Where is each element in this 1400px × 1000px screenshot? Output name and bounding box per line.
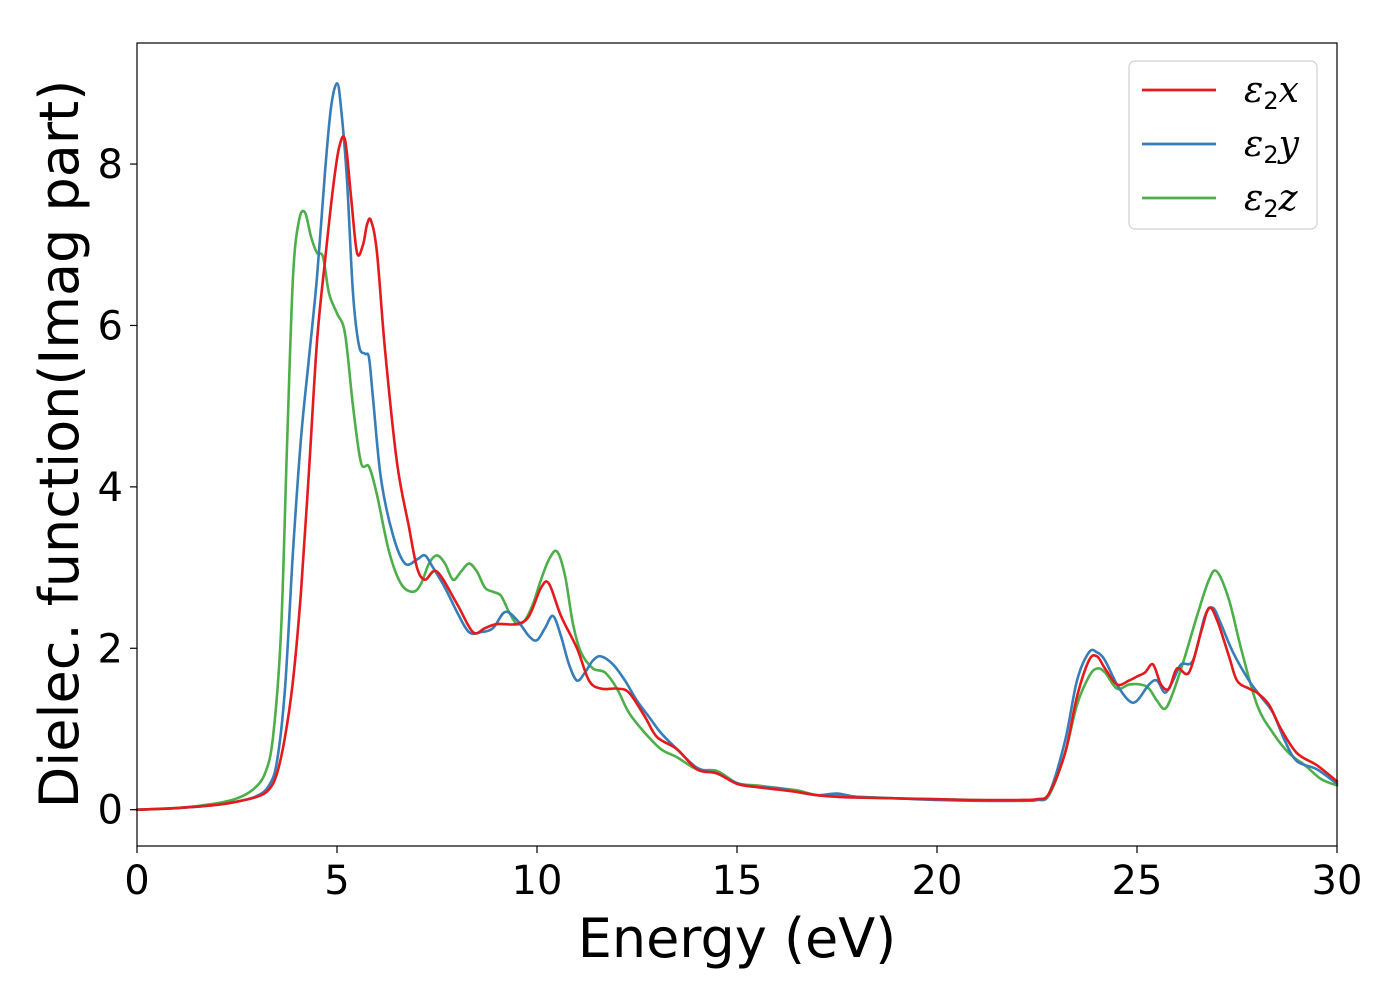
y-tick-label: 4 <box>98 465 123 511</box>
x-tick-label: 15 <box>712 858 763 904</box>
legend-label-z: ε2z <box>1244 178 1299 223</box>
legend-box <box>1128 60 1318 230</box>
x-axis-title: Energy (eV) <box>578 907 897 970</box>
y-tick-label: 2 <box>98 626 123 672</box>
x-tick-label: 0 <box>124 858 149 904</box>
x-tick-label: 20 <box>912 858 963 904</box>
x-tick-label: 30 <box>1312 858 1363 904</box>
y-tick-label: 6 <box>98 303 123 349</box>
series-line-y <box>135 82 1339 811</box>
legend: ε2x ε2y ε2z <box>1128 60 1318 230</box>
series-line-z <box>135 209 1339 811</box>
y-tick-label: 0 <box>98 788 123 834</box>
series-layer <box>135 82 1339 811</box>
y-tick-label: 8 <box>98 142 123 188</box>
x-tick-label: 5 <box>324 858 349 904</box>
x-tick-label: 25 <box>1112 858 1163 904</box>
x-axis: 0 5 10 15 20 25 30 <box>124 846 1362 904</box>
legend-label-x: ε2x <box>1244 70 1299 115</box>
y-axis-title: Dielec. function(Imag part) <box>28 80 91 809</box>
series-line-x <box>135 135 1339 811</box>
legend-label-y: ε2y <box>1244 124 1300 169</box>
x-tick-label: 10 <box>512 858 563 904</box>
y-axis: 0 2 4 6 8 <box>98 142 137 834</box>
